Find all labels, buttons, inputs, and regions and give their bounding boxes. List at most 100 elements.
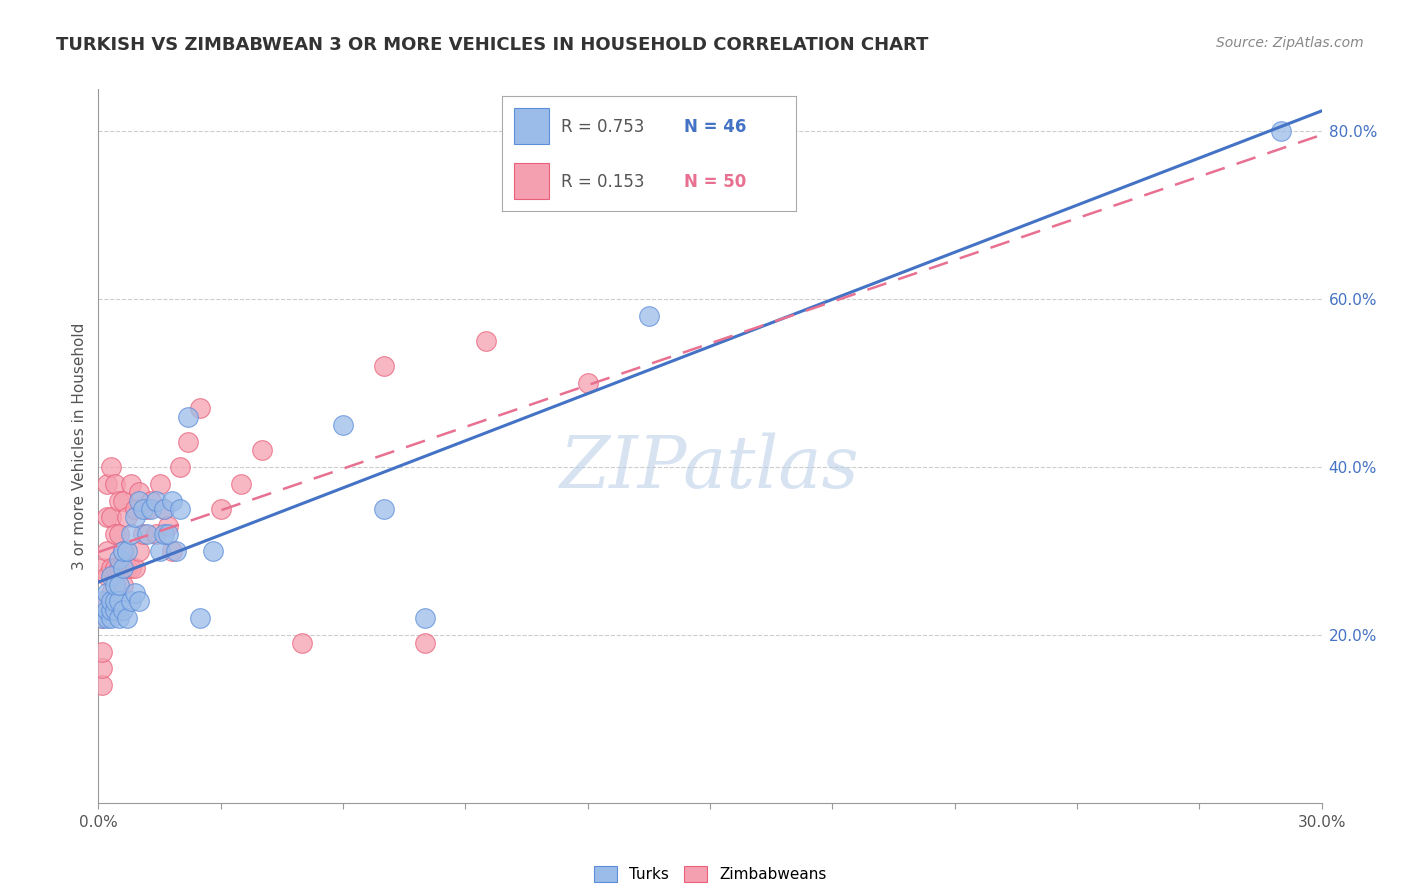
Point [120, 476, 142, 491]
Point [100, 586, 122, 600]
Point [111, 560, 134, 574]
Point [100, 603, 122, 617]
Point [136, 527, 159, 541]
Point [169, 460, 191, 475]
Point [231, 476, 253, 491]
Point [141, 493, 163, 508]
Point [201, 544, 224, 558]
Point [91, 560, 114, 574]
Legend: Turks, Zimbabweans: Turks, Zimbabweans [588, 860, 832, 888]
Point [115, 544, 138, 558]
Y-axis label: 3 or more Vehicles in Household: 3 or more Vehicles in Household [72, 322, 87, 570]
Point [115, 611, 138, 625]
Point [145, 493, 167, 508]
Point [100, 560, 122, 574]
Point [169, 502, 191, 516]
Point [108, 560, 131, 574]
Point [188, 401, 212, 416]
Point [108, 577, 131, 591]
Point [104, 527, 127, 541]
Point [177, 434, 200, 449]
Point [152, 527, 174, 541]
Point [96, 603, 118, 617]
Point [100, 510, 122, 524]
Point [96, 544, 118, 558]
Point [100, 594, 122, 608]
Point [104, 603, 127, 617]
Point [332, 417, 354, 432]
Point [96, 611, 118, 625]
Point [156, 518, 179, 533]
Point [120, 560, 142, 574]
Point [132, 527, 155, 541]
Point [291, 636, 314, 650]
Point [576, 376, 599, 390]
Point [91, 594, 114, 608]
Point [100, 569, 122, 583]
Point [91, 661, 114, 675]
Point [111, 577, 134, 591]
Point [149, 476, 172, 491]
Text: Source: ZipAtlas.com: Source: ZipAtlas.com [1216, 36, 1364, 50]
Point [141, 502, 163, 516]
Point [108, 527, 131, 541]
Point [111, 544, 134, 558]
Point [250, 443, 273, 458]
Point [124, 502, 146, 516]
Point [373, 502, 395, 516]
Text: N = 50: N = 50 [685, 173, 747, 191]
Text: TURKISH VS ZIMBABWEAN 3 OR MORE VEHICLES IN HOUSEHOLD CORRELATION CHART: TURKISH VS ZIMBABWEAN 3 OR MORE VEHICLES… [56, 36, 928, 54]
Point [124, 586, 146, 600]
Point [104, 594, 127, 608]
Point [96, 594, 118, 608]
Text: N = 46: N = 46 [685, 118, 747, 136]
Point [165, 544, 187, 558]
Point [111, 603, 134, 617]
Text: ZIPatlas: ZIPatlas [560, 432, 860, 503]
Point [104, 577, 127, 591]
Point [124, 560, 146, 574]
Point [111, 544, 134, 558]
Point [91, 645, 114, 659]
Point [108, 552, 131, 566]
Point [124, 510, 146, 524]
Point [104, 560, 127, 574]
Point [413, 636, 436, 650]
Text: R = 0.753: R = 0.753 [561, 118, 644, 136]
Point [108, 611, 131, 625]
Point [91, 611, 114, 625]
Point [373, 359, 395, 374]
Point [115, 560, 138, 574]
Point [149, 544, 172, 558]
Point [96, 586, 118, 600]
Point [132, 502, 155, 516]
Point [160, 544, 183, 558]
Point [96, 476, 118, 491]
Point [111, 493, 134, 508]
Point [91, 611, 114, 625]
Point [474, 334, 498, 348]
Point [156, 527, 179, 541]
Bar [513, 162, 550, 199]
Point [152, 502, 174, 516]
Point [128, 544, 150, 558]
Point [1270, 124, 1292, 138]
Point [108, 594, 131, 608]
Point [115, 510, 138, 524]
Bar [513, 108, 550, 145]
Point [413, 611, 436, 625]
Point [128, 493, 150, 508]
Point [128, 485, 150, 500]
Point [160, 493, 183, 508]
Point [100, 460, 122, 475]
Point [104, 476, 127, 491]
Point [177, 409, 200, 424]
Point [209, 502, 232, 516]
Text: R = 0.153: R = 0.153 [561, 173, 644, 191]
Point [120, 594, 142, 608]
Point [120, 527, 142, 541]
Point [108, 493, 131, 508]
Point [91, 678, 114, 692]
Point [100, 611, 122, 625]
Point [96, 569, 118, 583]
